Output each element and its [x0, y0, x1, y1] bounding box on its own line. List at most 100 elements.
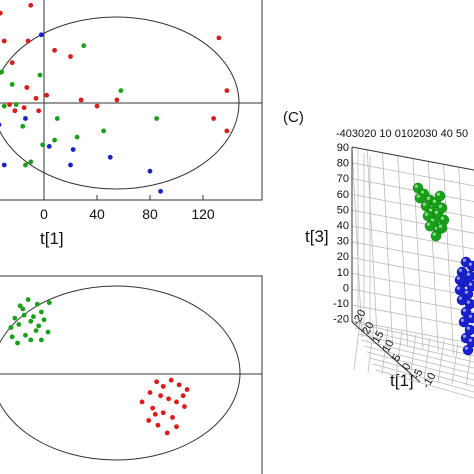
panel-a-frame: [0, 0, 263, 201]
panel-a-point-green: [101, 128, 107, 134]
panel-c-x-tick-label: 0: [400, 361, 413, 372]
panel-a-point-blue: [68, 162, 73, 168]
panel-a-point-blue: [1, 162, 7, 168]
panel-c-grid-line: [351, 162, 474, 187]
panel-c-point-blue-highlight: [458, 268, 462, 272]
panel-c-point-blue-highlight: [458, 296, 462, 300]
panel-a-point-red: [7, 102, 12, 107]
panel-c-point-green-highlight: [426, 196, 430, 200]
panel-a-point-red: [78, 97, 84, 103]
panel-b-point-red: [166, 396, 171, 402]
panel-c-grid-line: [351, 304, 474, 329]
panel-b-point-red: [152, 411, 158, 417]
panel-c-point-green: [436, 222, 448, 234]
panel-c-z-axis-label: t[3]: [305, 227, 329, 246]
panel-b-point-green: [41, 317, 47, 323]
panel-c-point-blue-highlight: [468, 262, 472, 266]
panel-c-grid-line: [423, 336, 431, 381]
panel-c-grid-line: [451, 342, 459, 385]
panel-a-point-green: [20, 123, 26, 129]
panel-c-grid-line: [409, 333, 417, 379]
panel-c-point-green-highlight: [424, 212, 428, 216]
panel-a-point-green: [23, 162, 28, 168]
panel-a-x-tick-label: 0: [40, 206, 48, 222]
panel-a-point-green: [28, 159, 34, 165]
panel-a-point-green: [1, 103, 7, 109]
panel-c-point-blue-highlight: [460, 318, 464, 322]
panel-c-point-green: [436, 202, 448, 214]
panel-c-point-green-highlight: [436, 192, 440, 196]
panel-b-point-green: [45, 329, 51, 335]
panel-c-grid-line: [369, 357, 474, 387]
panel-c-grid-line: [395, 330, 403, 377]
panel-c-z-tick-label: 10: [337, 267, 349, 279]
panel-c-z-tick-label: 20: [337, 251, 349, 263]
panel-c-grid-line: [357, 333, 474, 363]
panel-b-point-red: [150, 405, 156, 411]
panel-c-point-blue-highlight: [466, 326, 470, 330]
panel-a-point-blue: [23, 116, 28, 121]
panel-b-point-green: [9, 334, 15, 340]
panel-a-scatter: 0 40 80 120: [0, 0, 263, 222]
panel-b-point-red: [184, 387, 190, 392]
panel-a-point-red: [224, 128, 230, 134]
panel-b-point-red: [155, 422, 161, 428]
panel-c-grid-line: [351, 225, 474, 250]
panel-c-grid-line: [351, 321, 474, 351]
panel-c-grid-line: [367, 324, 375, 373]
panel-c-3d-scatter: (C) -403020 10 0102030 40 50 t[3] t[1] 9…: [283, 109, 474, 399]
panel-a-point-red: [211, 116, 217, 121]
panel-b-point-green: [23, 332, 28, 338]
panel-a-point-red: [0, 10, 3, 16]
panel-c-z-tick-label: -20: [333, 314, 349, 326]
panel-a-point-red: [9, 60, 15, 66]
panel-a-point-red: [44, 92, 50, 98]
panel-b-point-green: [20, 306, 26, 312]
panel-a-point-red: [24, 85, 30, 90]
panel-c-top-tick-labels: -403020 10 0102030 40 50: [336, 128, 468, 140]
panel-b-point-red: [147, 390, 153, 395]
panel-c-point-blue: [454, 274, 466, 286]
panel-c-point-green-highlight: [428, 208, 432, 212]
panel-c-grid-line: [375, 369, 474, 399]
panel-b-point-red: [164, 430, 170, 436]
panel-c-x-axis: [351, 321, 421, 383]
panel-c-point-green-highlight: [434, 210, 438, 214]
panel-a-point-blue: [38, 32, 44, 38]
panel-b-point-red: [168, 377, 174, 383]
panel-c-point-blue: [462, 344, 474, 356]
panel-a-x-tick-label: 40: [89, 206, 105, 222]
panel-a-point-red: [25, 38, 31, 44]
panel-c-point-green-highlight: [432, 199, 436, 203]
panel-c-grid-line: [437, 339, 445, 383]
panel-b-point-red: [180, 393, 186, 399]
panel-b-frame: [0, 275, 263, 474]
panel-b-point-red: [158, 393, 164, 399]
panel-c-grid-line: [372, 363, 474, 393]
panel-c-z-tick-label: -10: [333, 298, 349, 310]
panel-c-label: (C): [283, 109, 304, 126]
panel-b-confidence-ellipse: [0, 285, 241, 461]
panel-b-point-red: [174, 399, 179, 405]
panel-a-point-green: [74, 134, 80, 140]
panel-c-grid-line: [351, 288, 474, 313]
panel-c-grid-line: [354, 327, 474, 357]
panel-c-point-blue-highlight: [462, 258, 466, 262]
panel-c-point-blue-highlight: [456, 286, 460, 290]
panel-c-grid-line: [363, 345, 474, 375]
panel-a-x-axis-label: t[1]: [40, 229, 64, 248]
panel-b-point-green: [15, 340, 20, 346]
panel-a-point-green: [154, 116, 160, 121]
panel-c-point-blue-highlight: [464, 290, 468, 294]
panel-a-x-tick-label: 120: [191, 206, 215, 222]
panel-b-scatter: [0, 275, 263, 474]
panel-b-point-green: [33, 328, 39, 333]
panel-b-point-green: [34, 301, 40, 307]
panel-c-z-tick-label: 40: [337, 220, 349, 232]
panel-c-point-green-highlight: [438, 224, 442, 228]
panel-c-point-green-highlight: [416, 194, 420, 198]
panel-a-point-red: [12, 108, 18, 114]
panel-b-point-green: [38, 309, 44, 315]
panel-a-point-red: [114, 97, 120, 103]
